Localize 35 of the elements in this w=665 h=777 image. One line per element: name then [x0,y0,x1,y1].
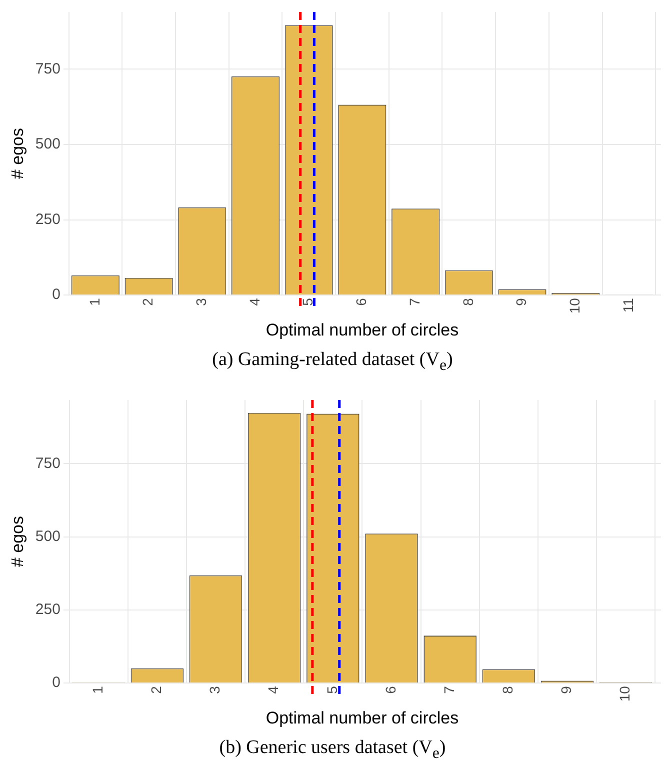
y-tick-label: 750 [35,60,60,78]
x-tick-label: 3 [206,686,223,694]
x-tick-label: 2 [140,298,156,306]
y-axis-title: # egos [8,128,27,180]
x-tick-label: 1 [86,298,102,306]
x-tick-label: 6 [353,298,370,306]
x-tick-label: 1 [89,686,106,694]
text: (a) Gaming-related dataset (V$_{e}$) [211,348,454,376]
x-tick-label: 6 [382,686,398,694]
x-tick-label: 7 [440,686,457,694]
x-tick-label: 7 [406,298,422,306]
x-tick-label: 3 [193,298,210,306]
x-tick-label: 10 [616,686,633,702]
y-tick-label: 250 [35,210,60,228]
x-tick-label: 8 [500,686,516,694]
x-tick-label: 10 [566,298,582,314]
x-tick-label: 4 [265,686,282,694]
text: (b) Generic users dataset (V$_{e}$) [218,736,447,764]
x-tick-label: 4 [246,298,262,306]
x-tick-label: 8 [460,298,476,306]
x-tick-label: 9 [558,686,574,694]
x-axis-title: Optimal number of circles [266,708,459,728]
x-tick-label: 9 [513,298,530,306]
x-tick-label: 5 [300,298,316,306]
x-tick-label: 11 [620,298,636,313]
x-tick-label: 5 [324,686,340,694]
x-axis-title: Optimal number of circles [266,320,459,340]
y-tick-label: 0 [52,286,60,304]
y-tick-label: 0 [52,674,60,692]
y-tick-label: 750 [35,454,60,472]
y-tick-label: 250 [35,601,60,618]
x-tick-label: 2 [148,686,164,694]
y-tick-label: 500 [35,528,60,545]
y-axis-title: # egos [8,516,27,568]
y-tick-label: 500 [35,136,60,153]
